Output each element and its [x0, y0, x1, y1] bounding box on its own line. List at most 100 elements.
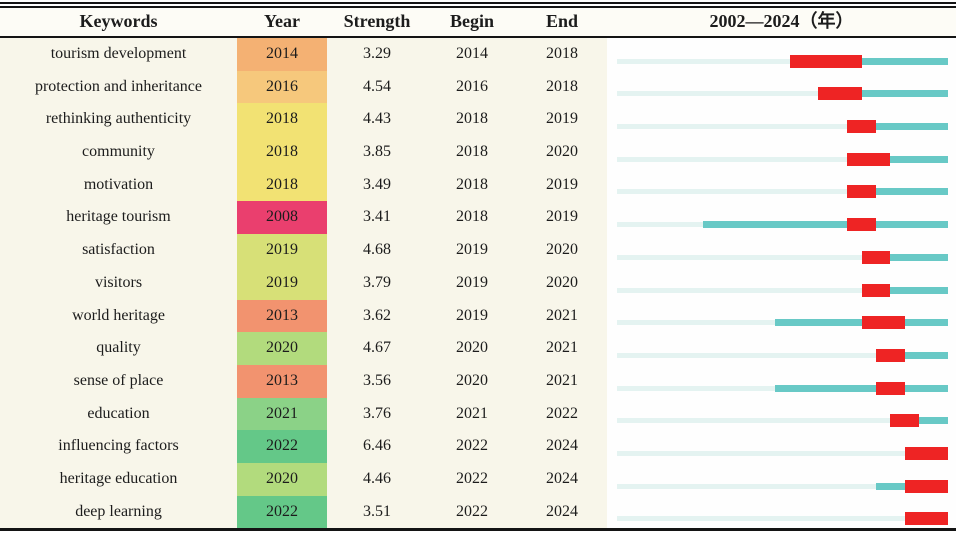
timeline-post-segment: [919, 417, 948, 425]
year-cell: 2008: [237, 201, 327, 235]
header-end: End: [545, 11, 579, 31]
timeline-cell: [607, 266, 956, 300]
timeline-burst-segment: [847, 218, 877, 232]
timeline-pre-segment: [617, 124, 848, 130]
year-cell: 2019: [237, 234, 327, 267]
table-row: heritage education 2020 4.46 2022 2024: [0, 462, 956, 496]
begin-cell: 2019: [427, 299, 517, 333]
end-cell: 2020: [517, 266, 607, 300]
year-cell: 2022: [237, 495, 327, 529]
year-cell: 2016: [237, 70, 327, 104]
timeline-burst-segment: [789, 54, 862, 68]
keyword-cell: quality: [0, 332, 237, 365]
strength-cell: 3.79: [327, 266, 427, 300]
table-row: community 2018 3.85 2018 2020: [0, 136, 956, 169]
burst-timeline-bar: [617, 381, 948, 395]
begin-cell: 2022: [427, 430, 517, 463]
timeline-cell: [607, 103, 956, 137]
timeline-active-segment: [775, 319, 862, 327]
year-cell: 2013: [237, 364, 327, 398]
year-cell: 2020: [237, 462, 327, 496]
timeline-pre-segment: [617, 516, 905, 522]
burst-timeline-bar: [617, 185, 948, 199]
begin-cell: 2014: [427, 38, 517, 71]
end-cell: 2019: [517, 168, 607, 202]
end-cell: 2021: [517, 332, 607, 365]
timeline-burst-segment: [904, 512, 948, 526]
keyword-cell: influencing factors: [0, 430, 237, 463]
keyword-cell: tourism development: [0, 38, 237, 71]
timeline-cell: [607, 136, 956, 169]
year-cell: 2022: [237, 430, 327, 463]
timeline-post-segment: [904, 319, 948, 327]
timeline-cell: [607, 430, 956, 463]
year-cell: 2018: [237, 168, 327, 202]
timeline-burst-segment: [861, 316, 905, 330]
keyword-cell: rethinking authenticity: [0, 103, 237, 137]
strength-cell: 4.46: [327, 462, 427, 496]
burst-timeline-bar: [617, 218, 948, 232]
strength-cell: 3.49: [327, 168, 427, 202]
timeline-burst-segment: [904, 479, 948, 493]
timeline-cell: [607, 299, 956, 333]
timeline-burst-segment: [904, 446, 948, 460]
table-row: satisfaction 2019 4.68 2019 2020: [0, 234, 956, 267]
burst-timeline-bar: [617, 283, 948, 297]
year-cell: 2018: [237, 136, 327, 169]
keyword-cell: world heritage: [0, 299, 237, 333]
burst-timeline-bar: [617, 120, 948, 134]
timeline-post-segment: [904, 384, 948, 392]
burst-timeline-bar: [617, 250, 948, 264]
strength-cell: 3.51: [327, 495, 427, 529]
timeline-cell: [607, 462, 956, 496]
year-cell: 2013: [237, 299, 327, 333]
timeline-pre-segment: [617, 156, 848, 162]
strength-cell: 4.67: [327, 332, 427, 365]
timeline-burst-segment: [861, 250, 891, 264]
burst-timeline-bar: [617, 512, 948, 526]
table-row: education 2021 3.76 2021 2022: [0, 397, 956, 431]
timeline-pre-segment: [617, 450, 905, 456]
timeline-burst-segment: [861, 283, 891, 297]
burst-timeline-bar: [617, 54, 948, 68]
timeline-post-segment: [876, 221, 948, 229]
end-cell: 2020: [517, 136, 607, 169]
timeline-post-segment: [861, 90, 948, 98]
timeline-post-segment: [890, 155, 948, 163]
header-begin: Begin: [449, 11, 494, 31]
timeline-post-segment: [890, 253, 948, 261]
strength-cell: 3.76: [327, 397, 427, 431]
end-cell: 2018: [517, 70, 607, 104]
timeline-cell: [607, 38, 956, 71]
strength-cell: 4.54: [327, 70, 427, 104]
table-row: rethinking authenticity 2018 4.43 2018 2019: [0, 103, 956, 137]
burst-timeline-bar: [617, 446, 948, 460]
year-cell: 2018: [237, 103, 327, 137]
burst-timeline-bar: [617, 348, 948, 362]
end-cell: 2021: [517, 299, 607, 333]
table-row: motivation 2018 3.49 2018 2019: [0, 168, 956, 202]
timeline-cell: [607, 70, 956, 104]
begin-cell: 2018: [427, 168, 517, 202]
timeline-burst-segment: [876, 348, 905, 362]
timeline-post-segment: [861, 57, 948, 65]
burst-timeline-bar: [617, 479, 948, 493]
timeline-cell: [607, 397, 956, 431]
end-cell: 2019: [517, 103, 607, 137]
timeline-burst-segment: [818, 87, 862, 101]
year-cell: 2019: [237, 266, 327, 300]
timeline-post-segment: [876, 123, 948, 131]
keyword-cell: satisfaction: [0, 234, 237, 267]
end-cell: 2021: [517, 364, 607, 398]
strength-cell: 3.29: [327, 38, 427, 71]
timeline-cell: [607, 234, 956, 267]
begin-cell: 2021: [427, 397, 517, 431]
strength-cell: 3.56: [327, 364, 427, 398]
burst-timeline-bar: [617, 87, 948, 101]
timeline-post-segment: [904, 351, 948, 359]
table-row: quality 2020 4.67 2020 2021: [0, 332, 956, 365]
burst-timeline-bar: [617, 316, 948, 330]
strength-cell: 3.41: [327, 201, 427, 235]
